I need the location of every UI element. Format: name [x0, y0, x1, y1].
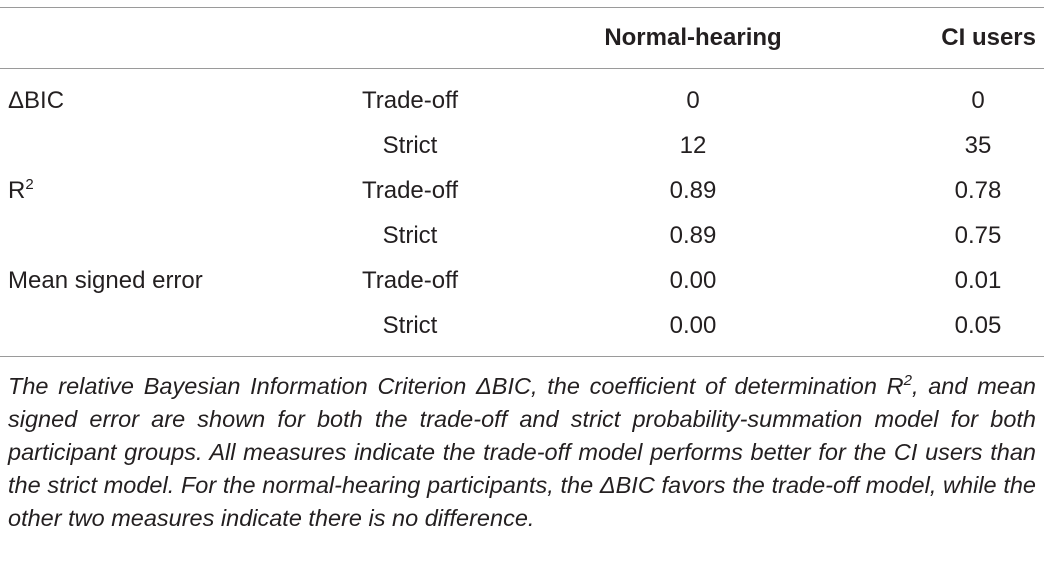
row-label: R2: [8, 176, 34, 206]
row-label: Mean signed error: [8, 266, 203, 296]
value-cell: 12: [679, 132, 707, 159]
row-label: ΔBIC: [8, 86, 64, 116]
value-cell: 0.00: [669, 312, 717, 339]
value-cell: 0.78: [954, 177, 1002, 204]
model-cell: Strict: [382, 312, 438, 339]
value-cell: 0.00: [669, 267, 717, 294]
row-label-text: R: [8, 177, 26, 204]
rule: [0, 7, 1044, 8]
value-cell: 0.89: [669, 222, 717, 249]
rule: [0, 356, 1044, 357]
caption-text: The relative Bayesian Information Criter…: [8, 373, 904, 399]
column-header: CI users: [941, 24, 1036, 51]
value-cell: 0: [971, 87, 985, 114]
column-header: Normal-hearing: [604, 24, 782, 51]
model-cell: Trade-off: [361, 267, 459, 294]
value-cell: 0: [686, 87, 700, 114]
row-label-sup: 2: [25, 176, 34, 193]
caption-text: , and mean signed error are shown for bo…: [8, 373, 1036, 531]
row-label-text: ΔBIC: [8, 87, 65, 114]
model-cell: Strict: [382, 132, 438, 159]
value-cell: 35: [964, 132, 992, 159]
value-cell: 0.89: [669, 177, 717, 204]
value-cell: 0.01: [954, 267, 1002, 294]
rule: [0, 68, 1044, 69]
value-cell: 0.75: [954, 222, 1002, 249]
value-cell: 0.05: [954, 312, 1002, 339]
caption-sup: 2: [903, 372, 912, 390]
model-cell: Strict: [382, 222, 438, 249]
caption: The relative Bayesian Information Criter…: [8, 370, 1036, 535]
model-cell: Trade-off: [361, 87, 459, 114]
model-cell: Trade-off: [361, 177, 459, 204]
row-label-text: Mean signed error: [8, 267, 203, 294]
